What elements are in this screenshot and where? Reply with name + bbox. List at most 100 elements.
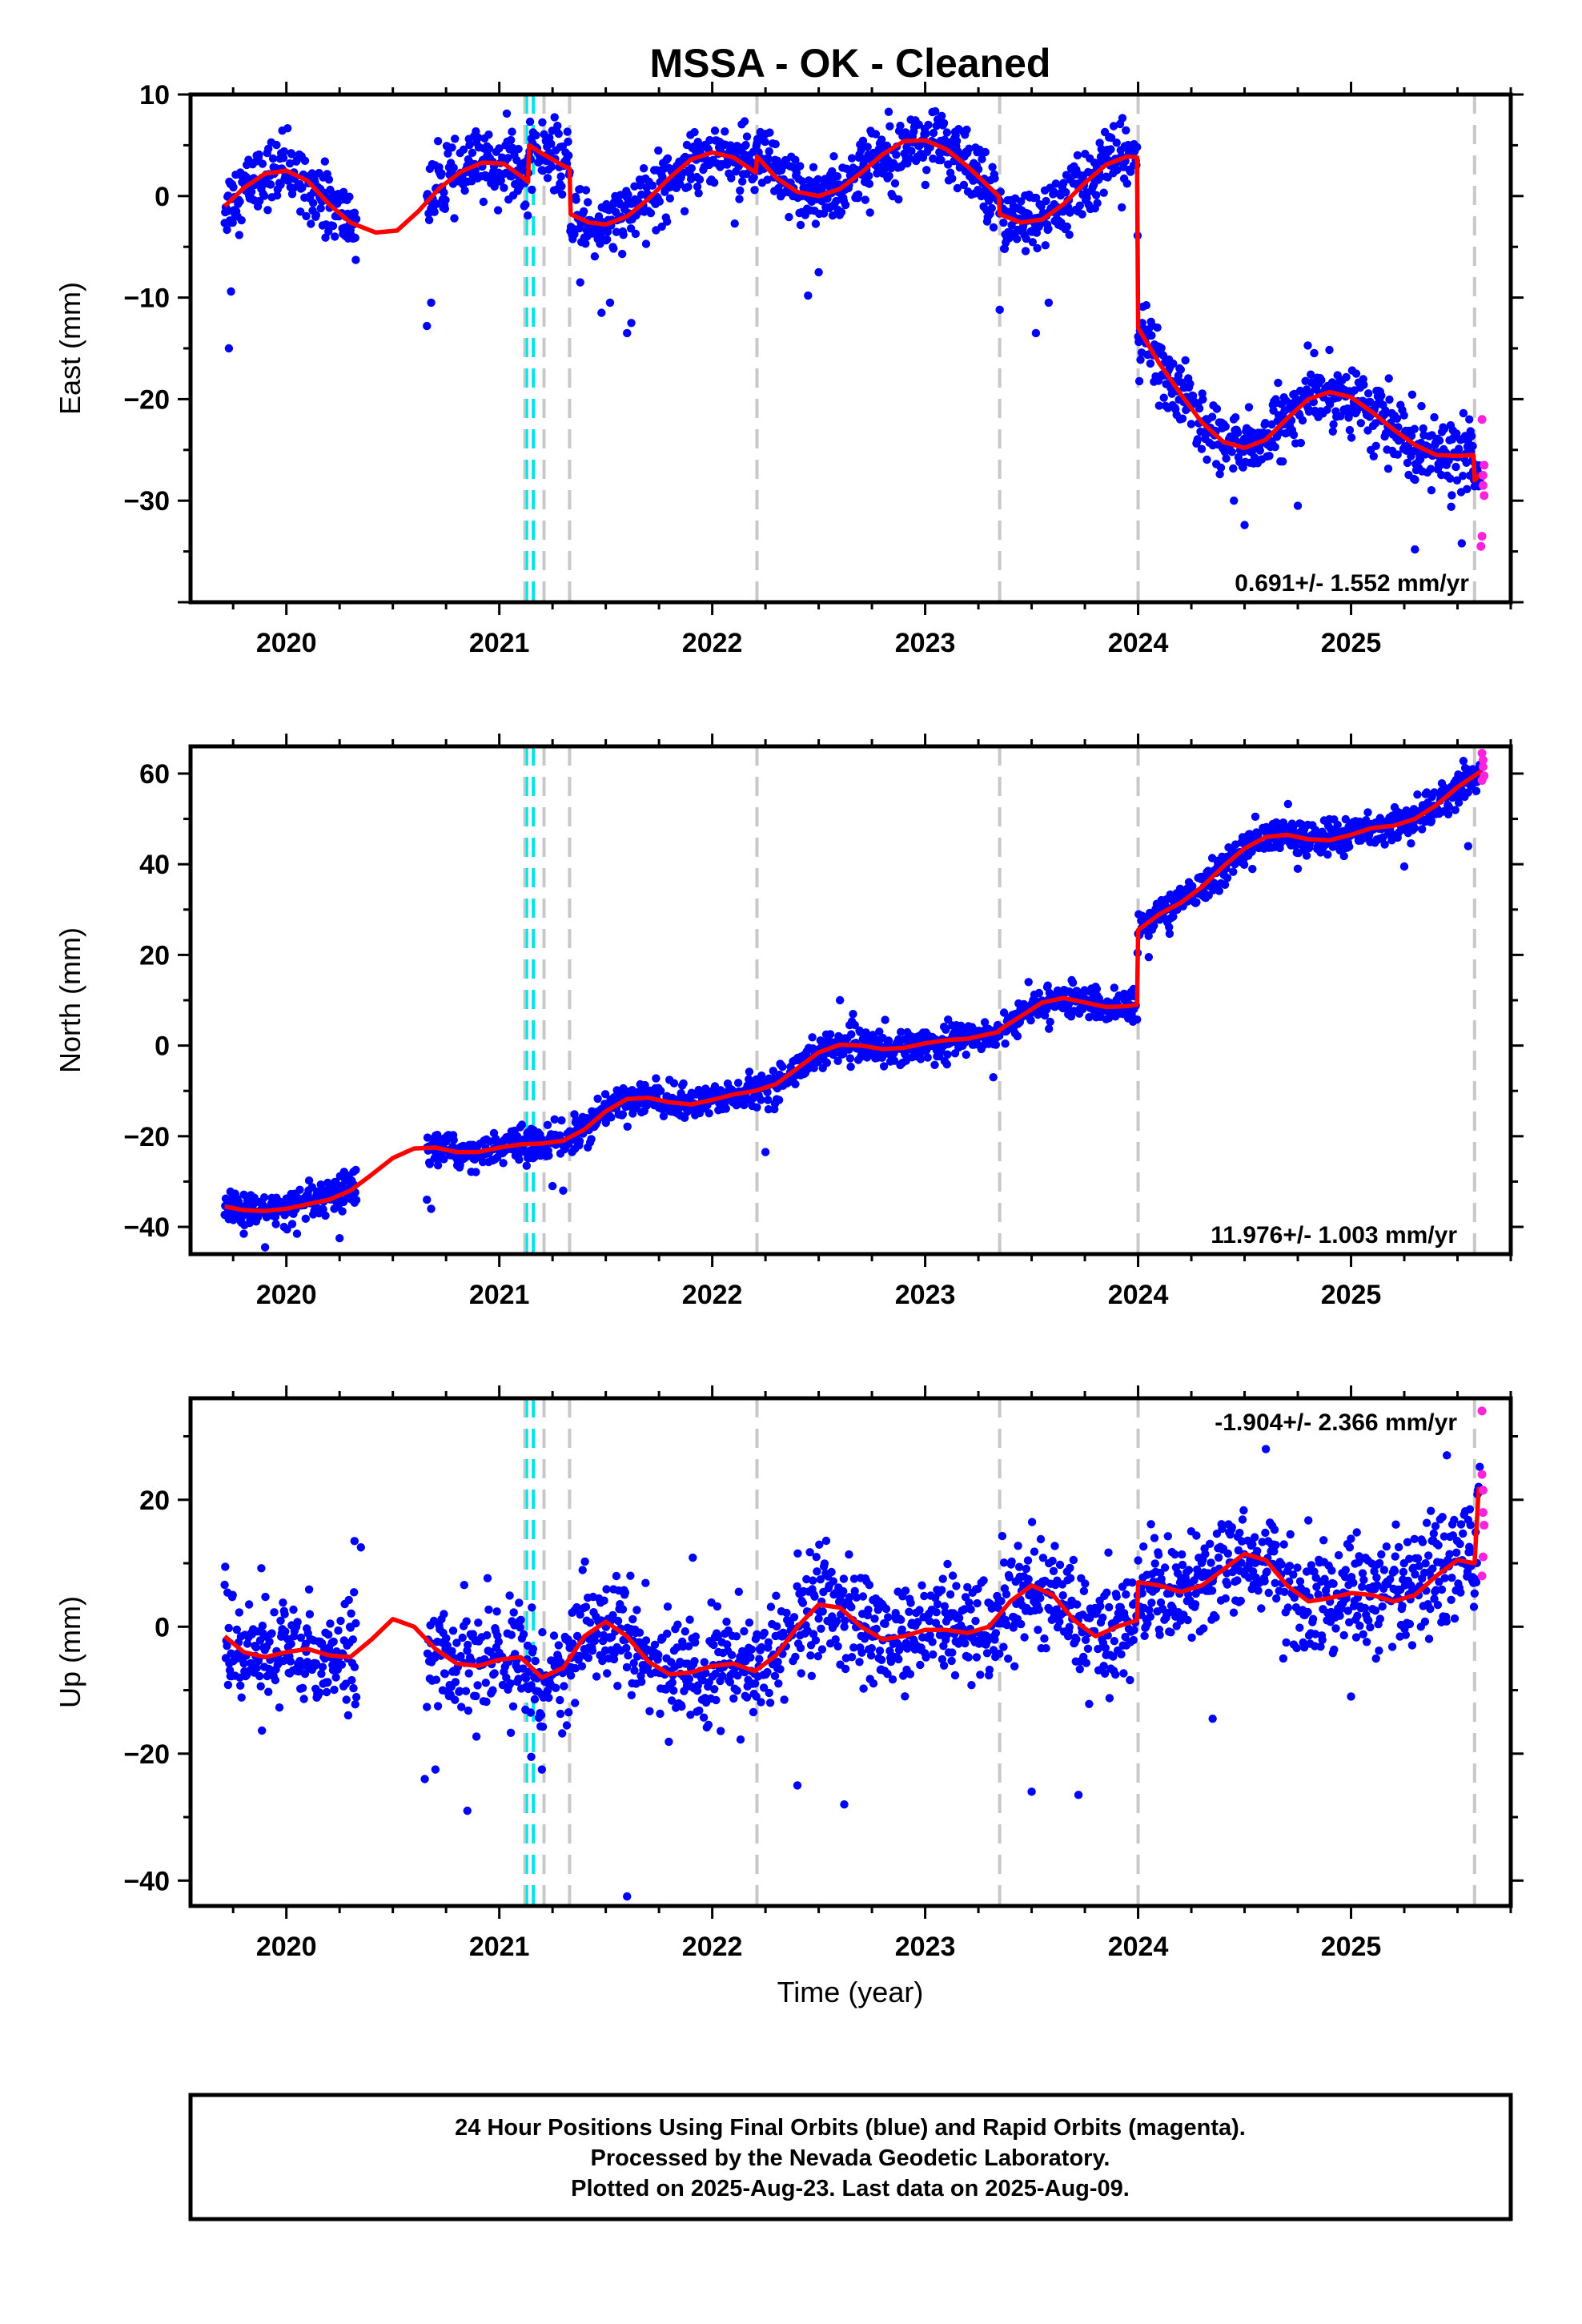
data-point [1178,414,1187,423]
data-point [1407,390,1417,399]
data-point [948,1648,957,1657]
data-point [752,1692,761,1701]
data-point [815,1540,824,1550]
data-point [575,1136,584,1146]
data-point [293,1618,302,1626]
data-point [624,191,632,199]
data-point [1447,502,1456,511]
data-point [845,1593,854,1602]
data-point [1007,1557,1016,1566]
data-point-outlier [1240,521,1249,529]
data-point [845,1550,853,1559]
data-point [263,1671,271,1681]
data-point [990,1635,999,1644]
data-point [995,1649,1004,1659]
data-point-outlier [1044,298,1054,308]
data-point [280,1610,289,1618]
data-point [763,1088,772,1097]
data-point [855,1658,864,1667]
data-point [532,131,540,140]
data-point [792,168,801,177]
data-point [1459,408,1468,418]
data-point-outlier [1144,953,1154,962]
data-point [960,1605,969,1614]
data-point [652,1074,661,1083]
data-point [1430,788,1439,797]
data-point [558,1729,567,1738]
data-point [932,122,941,131]
data-point [324,1630,333,1639]
data-point [474,133,483,142]
data-point [322,1687,331,1697]
data-point [259,191,269,200]
data-point [547,139,556,148]
data-point-outlier [1411,545,1419,554]
data-point [317,1669,326,1679]
data-point [641,239,651,248]
data-point [351,1700,359,1709]
data-point [952,136,962,146]
data-point [1317,376,1326,384]
data-point [637,1677,646,1687]
y-tick-label: −20 [123,384,170,415]
data-point [691,1632,701,1641]
data-point [350,1588,359,1597]
data-point [459,145,468,154]
data-point [791,155,800,164]
data-point [710,178,719,187]
data-point [603,1669,612,1678]
data-point [590,252,600,261]
data-point [451,1695,460,1704]
data-point [342,1695,351,1704]
data-point [482,1697,491,1707]
data-point [1022,234,1031,243]
data-point [983,1636,992,1645]
data-point [1078,210,1086,219]
data-point [875,1647,885,1655]
data-point [620,1588,629,1597]
data-point [519,1630,528,1639]
data-point [343,1711,353,1720]
data-point [1452,476,1462,485]
data-point [336,1616,345,1626]
data-point [560,1682,568,1691]
data-point [593,1094,602,1104]
data-point [991,1040,1001,1049]
data-point [1002,1590,1011,1599]
data-point [881,1619,889,1629]
data-point [1133,143,1142,151]
data-point [776,1665,785,1674]
data-point [893,1638,902,1648]
data-point [1439,424,1449,433]
data-point [512,1132,522,1141]
data-point [1377,391,1386,400]
data-point [531,1656,540,1666]
data-point [1147,331,1156,340]
data-point [338,1207,347,1216]
data-point [972,1653,982,1662]
data-point [1106,133,1116,143]
data-point [950,1671,960,1680]
data-point [939,119,949,127]
data-point [1106,145,1115,154]
data-point [1345,842,1354,851]
data-point [1221,422,1231,431]
data-point [872,1624,881,1634]
data-point [681,1627,689,1636]
data-point [791,1080,800,1089]
data-point [884,1036,893,1045]
data-point [866,1651,876,1660]
data-point [566,1671,576,1680]
data-point [646,208,656,218]
data-point [302,211,311,221]
data-point [645,1707,654,1715]
data-point [938,111,946,120]
data-point [861,195,870,204]
data-point [1347,433,1356,442]
data-point [623,1122,632,1132]
data-point [612,1571,621,1581]
data-point [746,1653,755,1662]
data-point [765,1688,773,1698]
data-point [825,1030,835,1039]
data-point [243,1639,252,1648]
